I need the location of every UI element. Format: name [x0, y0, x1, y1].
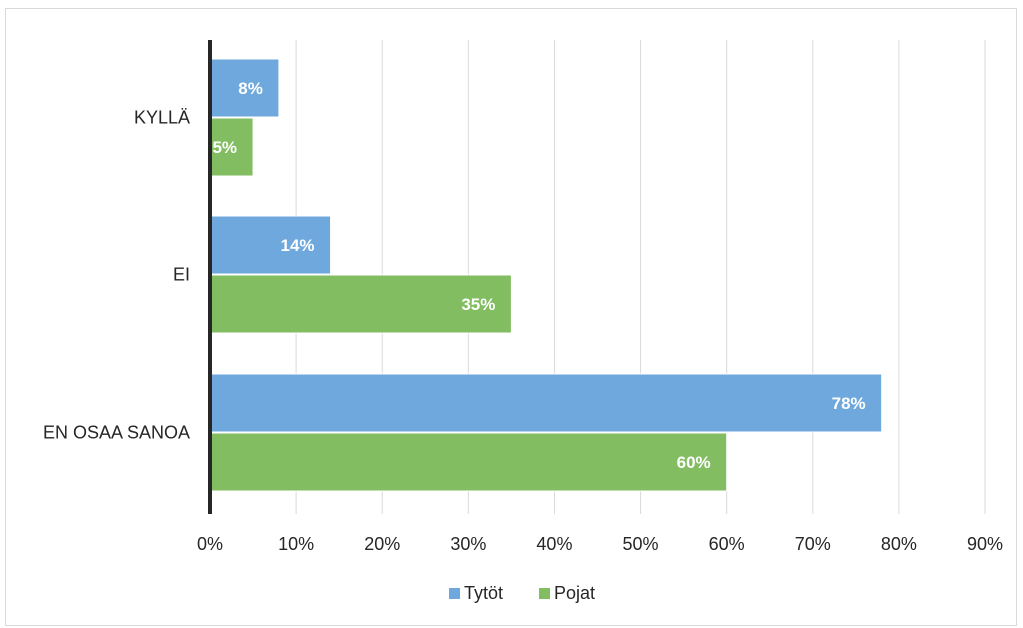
category-labels: KYLLÄ EI EN OSAA SANOA: [43, 108, 190, 443]
legend: Tytöt Pojat: [449, 583, 595, 603]
x-tick-label: 80%: [881, 534, 917, 554]
legend-swatch-pojat: [539, 588, 550, 599]
x-tick-label: 40%: [536, 534, 572, 554]
bar-tytöt-2: [209, 373, 883, 433]
bar-pojat-2: [209, 432, 728, 492]
data-label: 35%: [461, 295, 495, 314]
bar-tytöt-0: [209, 58, 280, 118]
legend-label-tytöt: Tytöt: [464, 583, 503, 603]
x-tick-label: 30%: [450, 534, 486, 554]
x-tick-label: 10%: [278, 534, 314, 554]
category-label: EI: [173, 265, 190, 285]
bar-tytöt-1: [209, 215, 332, 275]
bars: [209, 58, 883, 492]
legend-swatch-tytöt: [449, 588, 460, 599]
x-tick-label: 20%: [364, 534, 400, 554]
data-labels: 8% 5% 14% 35% 78% 60%: [212, 79, 865, 472]
data-label: 60%: [677, 453, 711, 472]
data-label: 78%: [832, 394, 866, 413]
bar-pojat-0: [209, 117, 254, 177]
category-label: KYLLÄ: [134, 108, 190, 128]
data-label: 5%: [212, 138, 237, 157]
x-tick-label: 0%: [197, 534, 223, 554]
x-tick-label: 60%: [709, 534, 745, 554]
category-label: EN OSAA SANOA: [43, 423, 190, 443]
data-label: 14%: [281, 236, 315, 255]
legend-label-pojat: Pojat: [554, 583, 595, 603]
x-tick-labels: 0% 10% 20% 30% 40% 50% 60% 70% 80% 90%: [197, 534, 1003, 554]
x-tick-label: 90%: [967, 534, 1003, 554]
data-label: 8%: [238, 79, 263, 98]
bar-pojat-1: [209, 274, 512, 334]
x-tick-label: 50%: [623, 534, 659, 554]
x-tick-label: 70%: [795, 534, 831, 554]
